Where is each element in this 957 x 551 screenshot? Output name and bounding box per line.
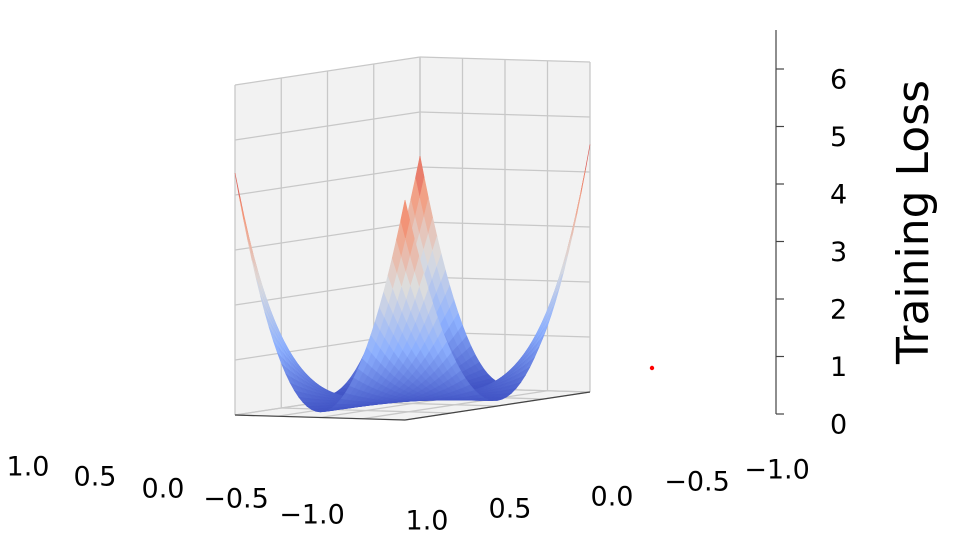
grid-line (419, 111, 591, 118)
x-tick-label: −0.5 (203, 484, 269, 515)
y-tick-label: 0.0 (591, 482, 634, 513)
grid-line (234, 56, 421, 86)
z-tick-label: 6 (830, 65, 847, 96)
z-tick-label: 4 (830, 180, 847, 211)
grid-line (419, 166, 591, 173)
minimum-marker (649, 365, 655, 371)
y-tick-label: −1.0 (744, 455, 810, 486)
grid-line (419, 276, 591, 283)
grid-line (234, 166, 421, 196)
z-tick-label: 1 (830, 352, 847, 383)
grid-line (419, 221, 591, 228)
y-axis-line (404, 391, 591, 421)
z-tick-label: 5 (830, 122, 847, 153)
x-tick-label: 0.0 (142, 474, 185, 505)
z-axis-label: Training Loss (888, 80, 939, 365)
z-tick-label: 3 (830, 237, 847, 268)
grid-line (234, 221, 421, 251)
y-tick-label: 0.5 (489, 494, 532, 525)
surface-patch (400, 199, 410, 239)
z-tick-label: 0 (830, 410, 847, 441)
x-axis-line (234, 414, 406, 421)
grid-line (419, 56, 591, 63)
y-tick-label: −0.5 (664, 467, 730, 498)
loss-surface (234, 144, 591, 413)
tick-labels: 0 1 2 3 4 5 6 1.0 0.5 0.0 −0.5 −1.0 1.0 0.5 0.0 −0.5 −1.… (7, 65, 848, 537)
x-tick-label: 0.5 (74, 462, 117, 493)
y-tick-label: 1.0 (406, 506, 449, 537)
z-tick-label: 2 (830, 295, 847, 326)
x-tick-label: −1.0 (279, 500, 345, 531)
x-tick-label: 1.0 (7, 452, 50, 483)
grid-line (234, 111, 421, 141)
axis-lines (234, 30, 777, 421)
